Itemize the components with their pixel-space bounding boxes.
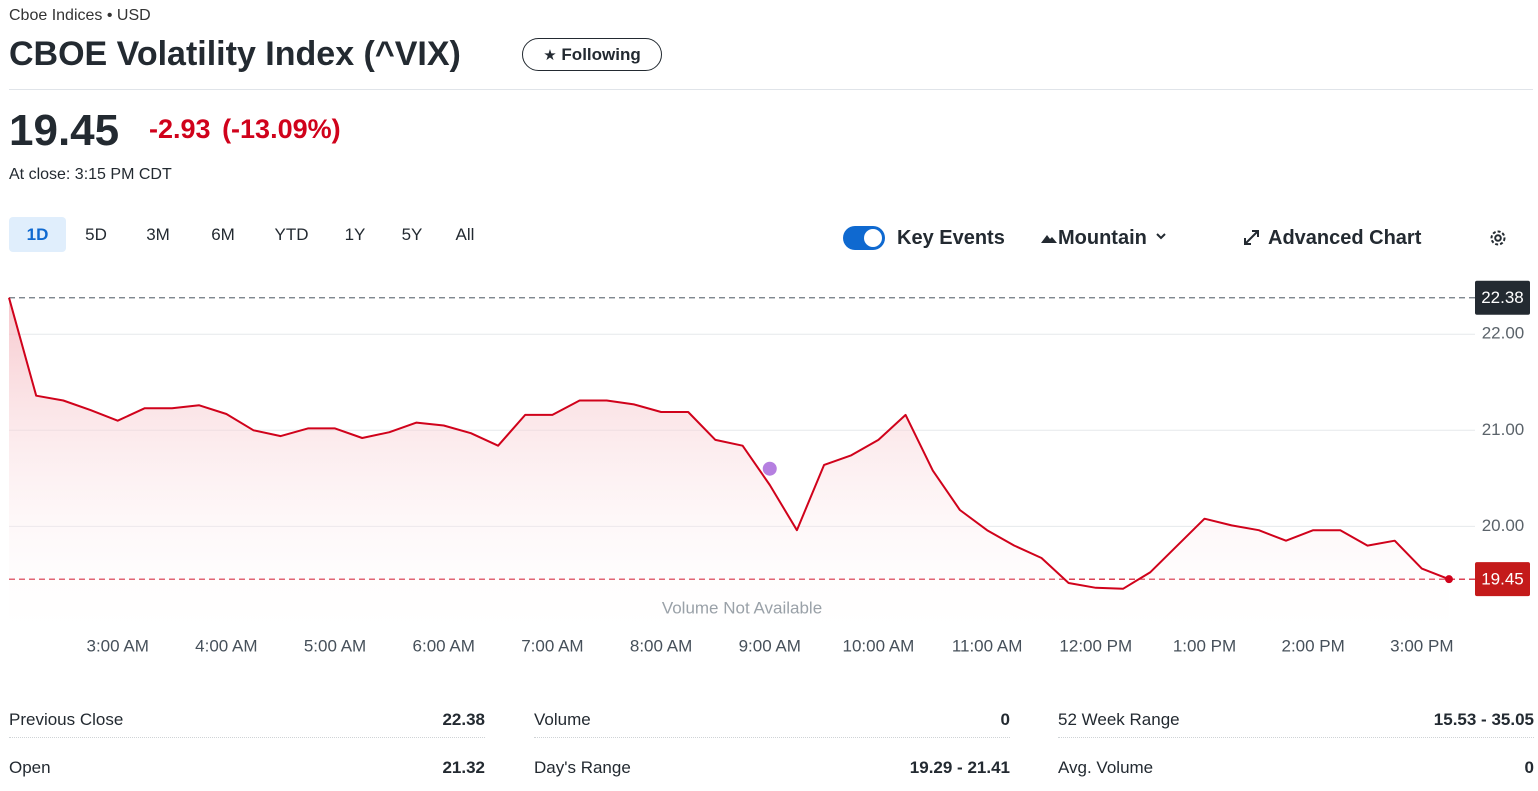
stat-separator (1058, 737, 1534, 738)
range-button[interactable]: YTD (274, 225, 309, 244)
x-tick-label: 8:00 AM (630, 636, 692, 655)
y-tick-label: 21.00 (1482, 420, 1525, 439)
settings-icon[interactable] (1487, 227, 1509, 249)
divider (9, 89, 1533, 90)
chart: 20.00 21.00 22.00 3:00 AM 4:00 AM 5:00 AM 6:00… (8, 280, 1530, 655)
key-event-marker (762, 461, 777, 476)
currency: USD (116, 7, 151, 24)
key-events-toggle[interactable] (843, 226, 885, 250)
last-point (1445, 575, 1453, 584)
stat-separator (534, 737, 1010, 738)
stat-separator (9, 737, 485, 738)
x-tick-label: 2:00 PM (1281, 636, 1344, 655)
x-tick-label: 3:00 PM (1390, 636, 1453, 655)
x-tick-label: 4:00 AM (195, 636, 257, 655)
expand-icon (1244, 230, 1259, 245)
x-tick-label: 3:00 AM (86, 636, 148, 655)
price-label: 19.45 (1481, 570, 1524, 589)
x-tick-label: 5:00 AM (304, 636, 366, 655)
follow-label: Following (561, 45, 641, 64)
stat-value: 21.32 (442, 758, 485, 777)
change-percent: (-13.09%) (222, 114, 341, 144)
x-tick-label: 7:00 AM (521, 636, 583, 655)
x-tick-label: 9:00 AM (739, 636, 801, 655)
stat-value: 22.38 (442, 710, 485, 729)
area-fill (9, 297, 1449, 632)
x-tick-label: 6:00 AM (413, 636, 475, 655)
chart-style-menu[interactable]: Mountain (1040, 226, 1170, 250)
advanced-chart-label: Advanced Chart (1268, 227, 1422, 249)
advanced-chart-link[interactable]: Advanced Chart (1242, 226, 1421, 250)
change: -2.93 (-13.09%) (149, 114, 341, 145)
price-line (8, 297, 1450, 590)
range-button[interactable]: 3M (146, 225, 170, 244)
stat-label: Volume (534, 710, 591, 729)
chart-style-label: Mountain (1058, 227, 1147, 249)
x-tick-label: 10:00 AM (843, 636, 915, 655)
range-button[interactable]: 6M (211, 225, 235, 244)
change-value: -2.93 (149, 114, 211, 144)
x-tick-label: 11:00 AM (952, 636, 1023, 655)
y-tick-label: 22.00 (1482, 324, 1525, 343)
stat-value: 15.53 - 35.05 (1433, 710, 1534, 729)
stat-label: 52 Week Range (1058, 710, 1180, 729)
range-button[interactable]: 1D (9, 217, 66, 252)
stat-label: Day's Range (534, 758, 631, 777)
range-button[interactable]: 5D (85, 225, 107, 244)
price-label-box (1475, 280, 1530, 315)
stat-value: 0 (1524, 758, 1534, 777)
exchange: Cboe Indices (9, 7, 103, 24)
chevron-icon (1156, 233, 1167, 240)
stat-label: Previous Close (9, 710, 124, 729)
title: CBOE Volatility Index (^VIX) (9, 35, 461, 73)
stat-value: 19.29 - 21.41 (909, 758, 1010, 777)
stat-value: 0 (1000, 710, 1010, 729)
volume-note: Volume Not Available (662, 598, 822, 617)
x-tick-label: 12:00 PM (1059, 636, 1132, 655)
price: 19.45 (9, 106, 120, 155)
separator: • (106, 7, 113, 24)
exchange-line: Cboe Indices • USD (9, 7, 151, 25)
stat-label: Open (9, 758, 51, 777)
market-status: At close: 3:15 PM CDT (9, 166, 172, 183)
follow-button[interactable]: ★ Following (522, 38, 662, 71)
price-label-box (1475, 562, 1530, 597)
range-button[interactable]: All (455, 225, 475, 244)
price-label: 22.38 (1481, 288, 1524, 307)
y-tick-label: 20.00 (1482, 516, 1525, 535)
x-tick-label: 1:00 PM (1173, 636, 1236, 655)
mountain-icon (1041, 235, 1057, 243)
range-button[interactable]: 1Y (344, 225, 366, 244)
range-button[interactable]: 5Y (401, 225, 423, 244)
key-events-label[interactable]: Key Events (897, 227, 1005, 249)
star-icon: ★ (543, 47, 557, 64)
stat-label: Avg. Volume (1058, 758, 1154, 777)
toggle-knob (864, 229, 882, 247)
